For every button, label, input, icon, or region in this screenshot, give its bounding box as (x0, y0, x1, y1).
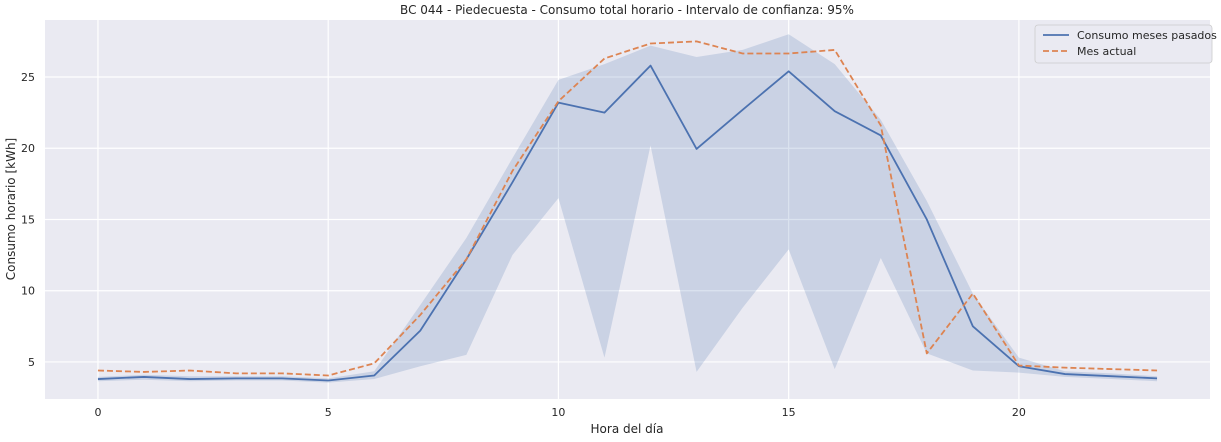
ci-band-consumo-meses-pasados (97, 34, 1158, 383)
y-tick-labels: 5 10 15 20 25 (21, 71, 35, 369)
y-tick-label: 15 (21, 213, 35, 226)
y-tick-label: 5 (28, 356, 35, 369)
series-lines (97, 40, 1158, 382)
x-tick-label: 0 (94, 406, 101, 419)
legend-label-consumo-meses-pasados: Consumo meses pasados (1077, 29, 1217, 42)
grid-lines (45, 20, 1210, 399)
y-axis-label: Consumo horario [kWh] (4, 138, 18, 280)
legend: Consumo meses pasados Mes actual (1034, 24, 1217, 64)
y-tick-label: 20 (21, 142, 35, 155)
x-tick-label: 5 (325, 406, 332, 419)
x-tick-labels: 0 5 10 15 20 (94, 406, 1025, 419)
chart-title: BC 044 - Piedecuesta - Consumo total hor… (400, 3, 854, 17)
legend-label-mes-actual: Mes actual (1077, 45, 1136, 58)
x-tick-label: 10 (551, 406, 565, 419)
series-line-mes-actual (97, 40, 1158, 377)
plot-background (45, 20, 1210, 399)
series-line-consumo-meses-pasados (97, 64, 1158, 382)
legend-box (1034, 24, 1213, 64)
x-tick-label: 15 (782, 406, 796, 419)
y-tick-label: 10 (21, 285, 35, 298)
confidence-band (97, 34, 1158, 383)
x-axis-label: Hora del día (591, 422, 664, 436)
x-tick-label: 20 (1012, 406, 1026, 419)
y-tick-label: 25 (21, 71, 35, 84)
